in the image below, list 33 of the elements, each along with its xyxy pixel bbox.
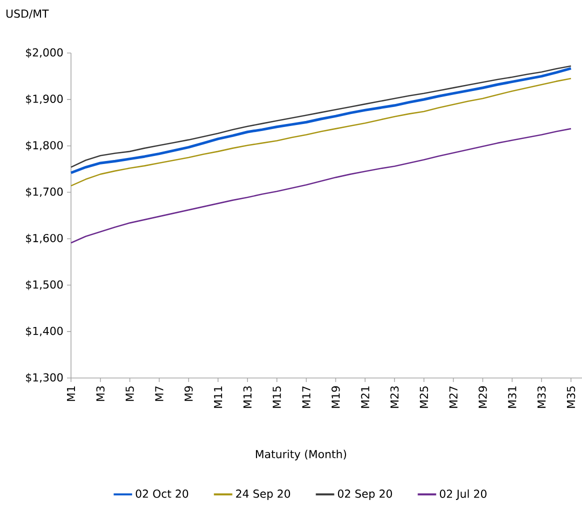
x-tick-label: M31 [508,386,516,408]
y-tick-label: $2,000 [26,48,63,58]
x-tick-label: M29 [478,386,487,408]
legend-label: 02 Oct 20 [136,490,188,498]
x-tick-label: M21 [361,386,370,408]
x-tick-label: M7 [155,386,164,401]
x-tick-label: M9 [184,386,193,401]
x-tick-label: M3 [96,386,105,401]
x-tick-label: M1 [67,386,75,401]
x-tick-label: M17 [302,386,310,408]
x-tick-label: M35 [566,386,576,408]
x-tick-label: M23 [390,386,399,408]
y-tick-label: $1,300 [26,373,63,383]
x-tick-label: M11 [214,386,222,408]
x-tick-label: M15 [272,386,281,408]
legend-label: 02 Sep 20 [338,490,392,500]
x-tick-label: M25 [420,386,428,408]
legend-label: 24 Sep 20 [236,490,290,500]
y-tick-label: $1,400 [26,326,63,337]
x-tick-label: M5 [126,386,134,401]
x-tick-label: M19 [332,386,340,408]
y-axis-title: USD/MT [6,10,49,19]
y-tick-label: $1,800 [26,140,63,151]
line-series [70,78,572,186]
y-tick-label: $1,600 [26,234,63,244]
y-tick-label: $1,500 [26,280,63,290]
x-tick-label: M33 [537,386,546,408]
legend-label: 02 Jul 20 [440,489,486,500]
y-tick-label: $1,700 [26,187,63,198]
x-tick-label: M27 [449,386,458,408]
y-tick-label: $1,900 [26,94,63,104]
x-axis-title: Maturity (Month) [256,450,346,460]
x-tick-label: M13 [243,386,252,408]
